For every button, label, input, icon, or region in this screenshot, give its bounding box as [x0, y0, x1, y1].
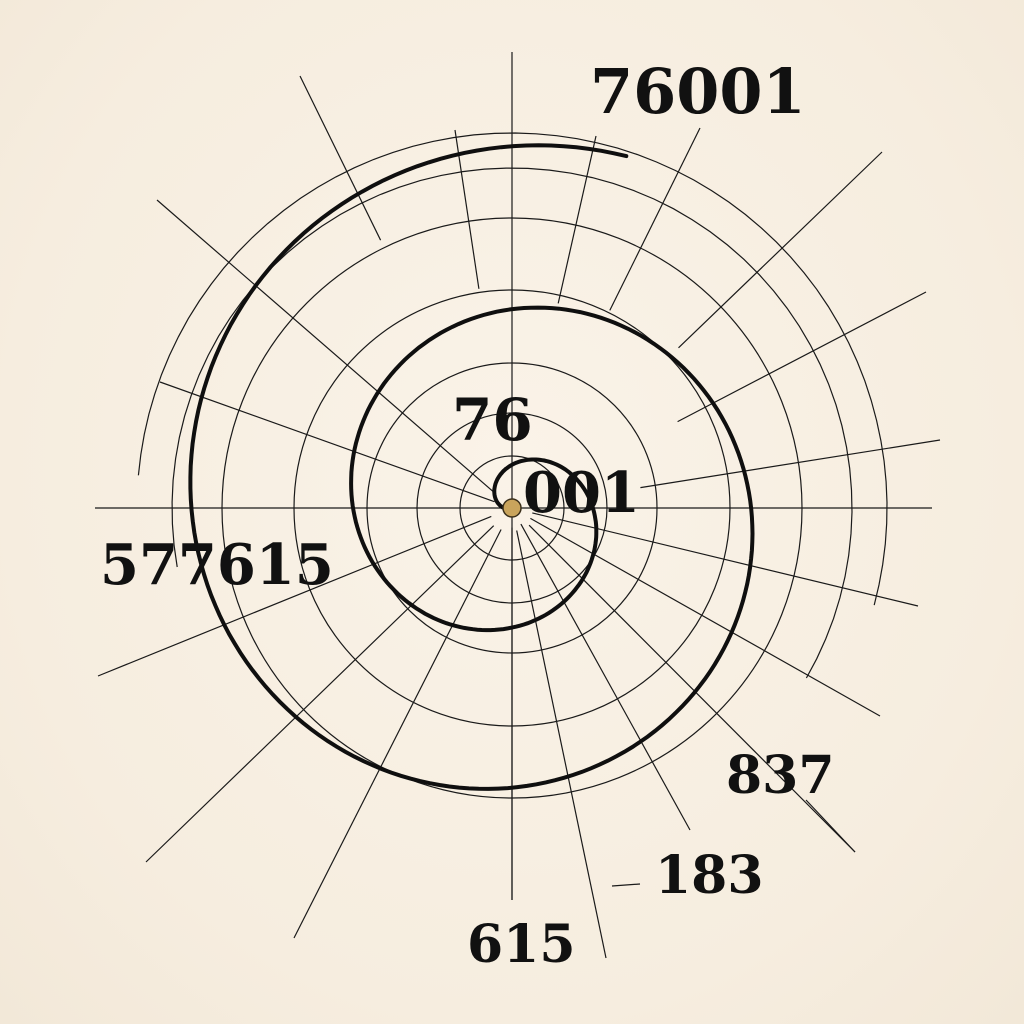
radial-line — [156, 199, 495, 494]
label-837: 837 — [726, 745, 835, 806]
label-615: 615 — [467, 914, 576, 975]
radial-line — [159, 381, 495, 503]
radial-line — [678, 151, 883, 349]
label-577615: 577615 — [100, 532, 334, 598]
center-dot — [502, 498, 522, 518]
thin-ring — [221, 217, 803, 799]
thin-ring — [459, 455, 565, 561]
radial-line — [145, 525, 495, 863]
label-001: 001 — [523, 460, 640, 526]
radial-line — [454, 129, 480, 289]
radial-line — [516, 530, 607, 959]
radial-line — [530, 517, 881, 717]
radial-line — [640, 439, 941, 489]
radial-line — [299, 75, 382, 241]
radial-line — [520, 523, 691, 831]
leader-183 — [611, 883, 641, 887]
leader-lines — [611, 799, 856, 887]
radial-line — [97, 515, 492, 677]
label-76001: 76001 — [590, 55, 806, 128]
leader-837 — [805, 799, 856, 853]
radial-lines — [97, 75, 941, 959]
thin-ring — [416, 412, 608, 604]
radial-line — [677, 291, 927, 423]
radial-line — [609, 127, 701, 311]
thin-arc — [137, 132, 888, 606]
radial-line — [557, 135, 597, 304]
radial-line — [293, 529, 502, 939]
thin-arc — [171, 167, 853, 679]
label-76: 76 — [452, 386, 533, 454]
concentric-rings — [137, 132, 888, 799]
thin-ring — [293, 289, 731, 727]
bold-spiral — [188, 143, 755, 791]
label-183: 183 — [655, 845, 764, 906]
thin-ring — [366, 362, 658, 654]
